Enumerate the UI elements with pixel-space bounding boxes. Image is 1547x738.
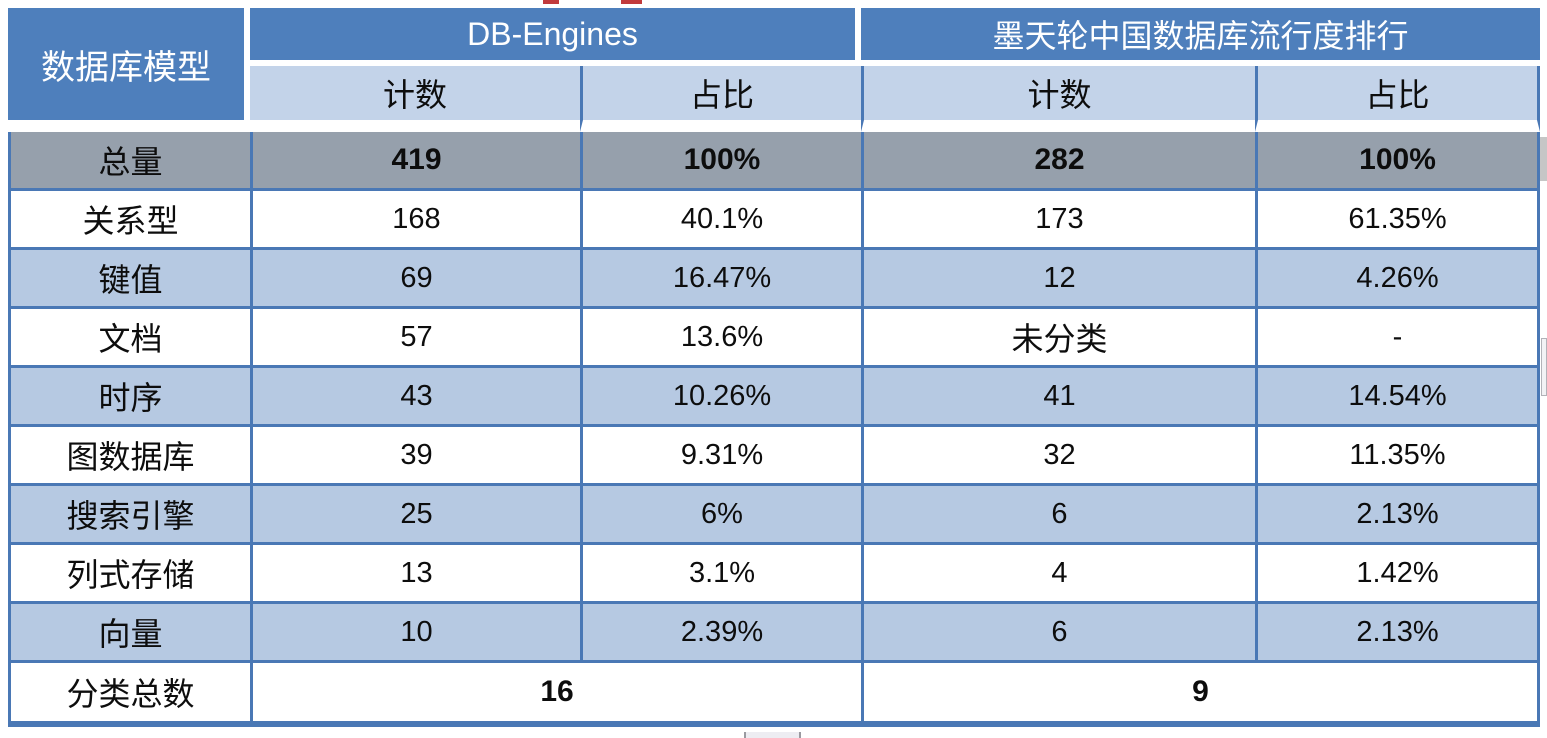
horizontal-scrollbar-fragment [744,732,801,738]
subheader-dbengines-share: 占比 [580,66,861,132]
cell-value: 6 [861,604,1255,663]
cell-value: 16.47% [580,250,861,309]
cell-value: 2.13% [1255,486,1541,545]
cell-value: 14.54% [1255,368,1541,427]
cell-value: 11.35% [1255,427,1541,486]
row-label: 列式存储 [8,545,250,604]
cell-value: 10.26% [580,368,861,427]
row-label: 键值 [8,250,250,309]
vertical-scrollbar-fragment [1541,338,1547,396]
cell-value: 69 [250,250,580,309]
cell-value: - [1255,309,1541,368]
cell-value: 25 [250,486,580,545]
cell-value: 43 [250,368,580,427]
row-label: 文档 [8,309,250,368]
cell-value: 12 [861,250,1255,309]
header-row-subcolumns: 计数 占比 计数 占比 [8,66,1541,132]
row-label: 向量 [8,604,250,663]
corner-header-database-model: 数据库模型 [8,8,250,132]
cell-value: 32 [861,427,1255,486]
cell-value: 6% [580,486,861,545]
comparison-table: 数据库模型 DB-Engines 墨天轮中国数据库流行度排行 计数 占比 计数 … [8,8,1541,727]
row-label: 搜索引擎 [8,486,250,545]
cell-value: 1.42% [1255,545,1541,604]
row-label: 关系型 [8,191,250,250]
cell-value: 41 [861,368,1255,427]
total-motianlun-share: 100% [1255,132,1541,191]
cropped-text-artifact [543,0,559,4]
group-header-db-engines: DB-Engines [250,8,861,66]
cell-value: 39 [250,427,580,486]
cell-value: 3.1% [580,545,861,604]
cell-value: 4 [861,545,1255,604]
cell-value: 2.39% [580,604,861,663]
cropped-cell-artifact [1540,137,1547,181]
row-label: 分类总数 [8,663,250,727]
table-row-time-series: 时序 43 10.26% 41 14.54% [8,368,1541,427]
category-count-dbengines: 16 [250,663,861,727]
cell-value: 4.26% [1255,250,1541,309]
row-label: 时序 [8,368,250,427]
total-row: 总量 419 100% 282 100% [8,132,1541,191]
table-row-key-value: 键值 69 16.47% 12 4.26% [8,250,1541,309]
table-row-vector: 向量 10 2.39% 6 2.13% [8,604,1541,663]
cropped-text-artifact [621,0,642,4]
category-count-row: 分类总数 16 9 [8,663,1541,727]
subheader-motianlun-count: 计数 [861,66,1255,132]
cell-value: 9.31% [580,427,861,486]
cell-value: 6 [861,486,1255,545]
header-row-groups: 数据库模型 DB-Engines 墨天轮中国数据库流行度排行 [8,8,1541,132]
group-header-motianlun-ranking: 墨天轮中国数据库流行度排行 [861,8,1541,66]
cell-value: 13.6% [580,309,861,368]
cell-value: 61.35% [1255,191,1541,250]
table-row-document: 文档 57 13.6% 未分类 - [8,309,1541,368]
cell-value: 40.1% [580,191,861,250]
total-dbengines-count: 419 [250,132,580,191]
cell-value: 未分类 [861,309,1255,368]
cell-value: 2.13% [1255,604,1541,663]
row-label: 图数据库 [8,427,250,486]
cell-value: 173 [861,191,1255,250]
subheader-motianlun-share: 占比 [1255,66,1541,132]
total-motianlun-count: 282 [861,132,1255,191]
cell-value: 10 [250,604,580,663]
row-label: 总量 [8,132,250,191]
total-dbengines-share: 100% [580,132,861,191]
cell-value: 13 [250,545,580,604]
table-row-column-store: 列式存储 13 3.1% 4 1.42% [8,545,1541,604]
cell-value: 168 [250,191,580,250]
table-row-relational: 关系型 168 40.1% 173 61.35% [8,191,1541,250]
category-count-motianlun: 9 [861,663,1541,727]
table-row-search-engine: 搜索引擎 25 6% 6 2.13% [8,486,1541,545]
cell-value: 57 [250,309,580,368]
table-row-graph: 图数据库 39 9.31% 32 11.35% [8,427,1541,486]
subheader-dbengines-count: 计数 [250,66,580,132]
